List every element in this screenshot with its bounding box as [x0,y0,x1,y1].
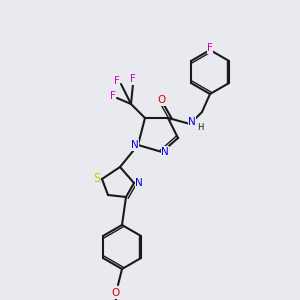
Text: F: F [110,91,116,101]
Text: F: F [130,74,136,84]
Text: H: H [197,122,203,131]
Text: N: N [161,147,169,157]
Text: N: N [131,140,139,150]
Text: O: O [112,288,120,298]
Text: F: F [207,43,213,53]
Text: S: S [93,172,101,185]
Text: N: N [135,178,143,188]
Text: O: O [157,95,165,105]
Text: N: N [188,117,196,127]
Text: F: F [114,76,120,86]
